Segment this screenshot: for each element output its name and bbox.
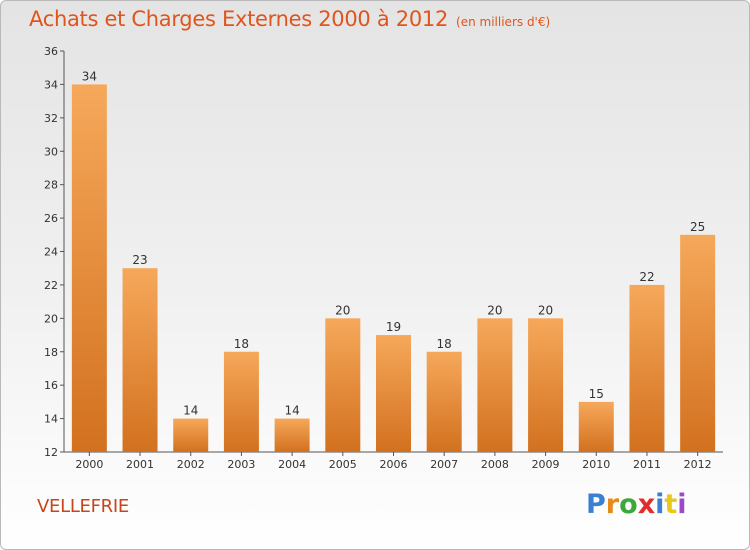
chart-axes: 12 14 16 18 20 22 24 26 28 30 32 34 36 2000 2001 2002 20… <box>44 45 723 471</box>
data-label-2011: 22 <box>639 270 654 284</box>
data-label-2004: 14 <box>284 404 299 418</box>
bar-2008 <box>477 318 513 452</box>
logo-letter: r <box>605 489 620 520</box>
x-tick-label-2005: 2005 <box>329 458 357 471</box>
x-tick-label-2000: 2000 <box>75 458 103 471</box>
y-tick-label: 26 <box>44 212 58 225</box>
logo-letter: t <box>664 489 678 520</box>
x-tick-label-2009: 2009 <box>532 458 560 471</box>
y-tick-label: 12 <box>44 446 58 459</box>
bar-2010 <box>578 401 614 452</box>
data-label-2006: 19 <box>386 320 401 334</box>
bar-2005 <box>325 318 361 452</box>
bar-2012 <box>680 234 716 452</box>
y-tick-label: 24 <box>44 246 58 259</box>
x-tick-label-2006: 2006 <box>380 458 408 471</box>
y-tick-label: 22 <box>44 279 58 292</box>
logo-letter: x <box>637 489 656 520</box>
y-tick-label: 16 <box>44 379 58 392</box>
x-tick-label-2003: 2003 <box>227 458 255 471</box>
y-tick-label: 30 <box>44 145 58 158</box>
bar-2003 <box>223 351 259 452</box>
bar-2009 <box>528 318 564 452</box>
x-tick-label-2012: 2012 <box>684 458 712 471</box>
proxiti-logo: Proxiti <box>586 489 687 520</box>
logo-letter: o <box>619 489 638 520</box>
chart-unit: (en milliers d'€) <box>456 15 551 29</box>
chart-title-text: Achats et Charges Externes 2000 à 2012 <box>29 7 449 31</box>
data-label-2012: 25 <box>690 220 705 234</box>
bar-2011 <box>629 284 665 452</box>
y-tick-label: 34 <box>44 78 58 91</box>
y-tick-label: 18 <box>44 346 58 359</box>
x-tick-label-2010: 2010 <box>582 458 610 471</box>
data-label-2009: 20 <box>538 303 553 317</box>
commune-name: VELLEFRIE <box>37 496 129 517</box>
y-tick-label: 14 <box>44 413 58 426</box>
data-label-2005: 20 <box>335 303 350 317</box>
logo-letter: i <box>655 489 665 520</box>
bar-2004 <box>274 418 310 452</box>
logo-letter: i <box>677 489 687 520</box>
x-tick-label-2011: 2011 <box>633 458 661 471</box>
bar-2007 <box>426 351 462 452</box>
bar-2002 <box>173 418 209 452</box>
bar-2006 <box>376 335 411 452</box>
x-tick-label-2007: 2007 <box>430 458 458 471</box>
data-label-2001: 23 <box>132 253 147 267</box>
y-tick-label: 20 <box>44 312 58 325</box>
y-tick-label: 28 <box>44 179 58 192</box>
data-label-2008: 20 <box>487 303 502 317</box>
data-label-2000: 34 <box>82 69 97 83</box>
bar-2000 <box>71 84 107 453</box>
x-tick-label-2002: 2002 <box>177 458 205 471</box>
data-label-2007: 18 <box>437 337 452 351</box>
x-tick-label-2004: 2004 <box>278 458 306 471</box>
chart-title: Achats et Charges Externes 2000 à 2012 (e… <box>29 7 550 31</box>
y-tick-label: 36 <box>44 45 58 58</box>
logo-letter: P <box>586 489 606 520</box>
data-label-2002: 14 <box>183 404 198 418</box>
x-tick-label-2001: 2001 <box>126 458 154 471</box>
data-label-2010: 15 <box>589 387 604 401</box>
bar-2001 <box>122 268 158 452</box>
data-label-2003: 18 <box>234 337 249 351</box>
x-tick-label-2008: 2008 <box>481 458 509 471</box>
y-tick-label: 32 <box>44 112 58 125</box>
chart-bars: 34 23 14 18 14 20 19 18 20 20 15 22 25 <box>71 69 716 453</box>
